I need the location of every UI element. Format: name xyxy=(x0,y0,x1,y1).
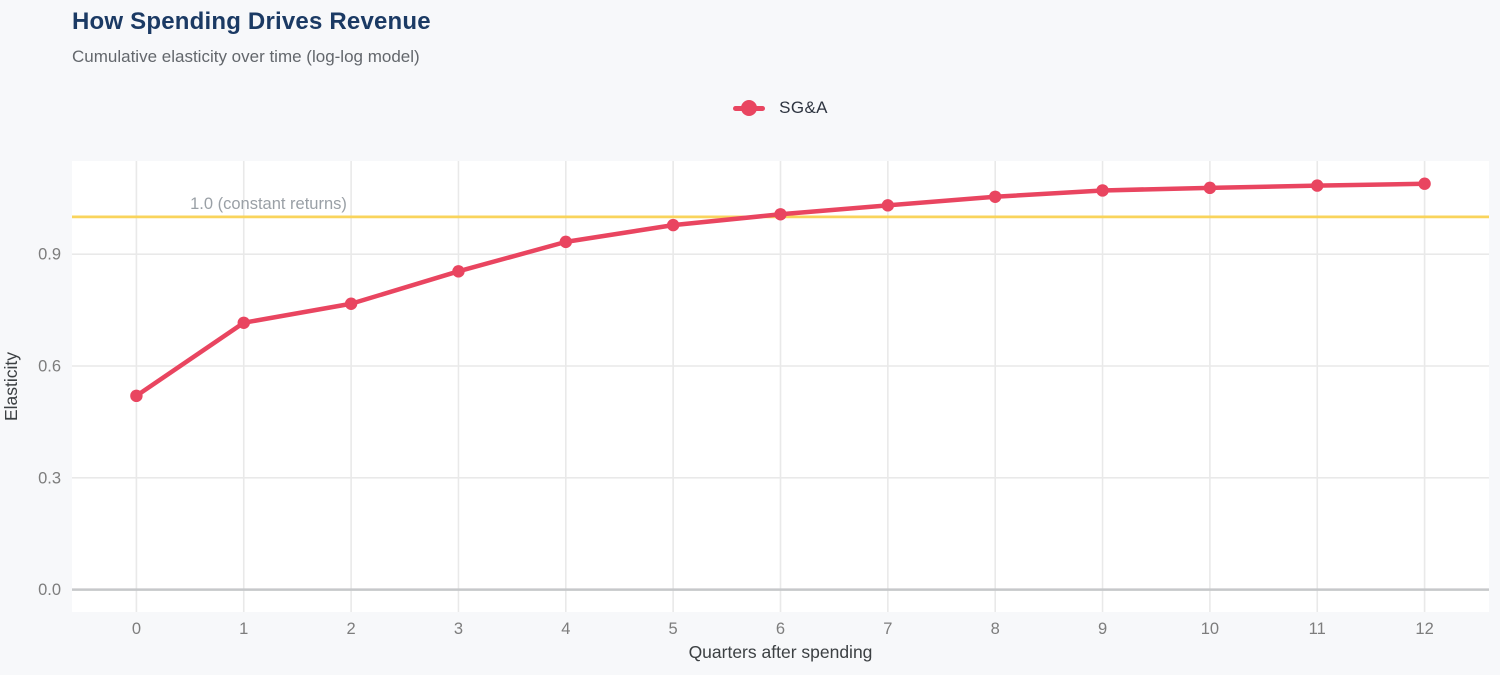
page-subtitle: Cumulative elasticity over time (log-log… xyxy=(72,47,420,66)
data-point[interactable] xyxy=(452,265,465,278)
y-tick-label: 0.3 xyxy=(38,469,61,487)
data-point[interactable] xyxy=(1418,177,1431,190)
x-tick-label: 10 xyxy=(1201,620,1219,638)
legend: SG&A xyxy=(72,98,1489,118)
legend-item-label: SG&A xyxy=(779,98,828,117)
data-point[interactable] xyxy=(344,297,358,310)
data-point[interactable] xyxy=(559,235,573,249)
x-tick-label: 12 xyxy=(1415,620,1433,638)
x-tick-label: 0 xyxy=(132,620,141,638)
x-tick-label: 1 xyxy=(239,620,248,638)
y-tick-label: 0.6 xyxy=(38,358,61,376)
x-tick-label: 4 xyxy=(561,620,570,638)
x-axis-title: Quarters after spending xyxy=(689,642,873,662)
data-point[interactable] xyxy=(1096,184,1109,197)
data-point[interactable] xyxy=(666,218,680,232)
reference-annotation: 1.0 (constant returns) xyxy=(190,195,347,213)
data-point[interactable] xyxy=(774,208,787,221)
x-tick-label: 8 xyxy=(991,620,1000,638)
x-tick-label: 7 xyxy=(883,620,892,638)
data-point[interactable] xyxy=(988,190,1002,203)
x-tick-label: 2 xyxy=(347,620,356,638)
x-tick-label: 6 xyxy=(776,620,785,638)
x-tick-label: 5 xyxy=(669,620,678,638)
data-point[interactable] xyxy=(1311,179,1324,192)
data-point[interactable] xyxy=(237,316,250,329)
y-tick-label: 0.9 xyxy=(38,246,61,264)
legend-line-marker-icon xyxy=(733,100,766,116)
legend-dot-icon xyxy=(741,100,758,116)
y-tick-label: 0.0 xyxy=(38,581,61,599)
data-point[interactable] xyxy=(130,389,143,403)
x-tick-label: 9 xyxy=(1098,620,1107,638)
page-title: How Spending Drives Revenue xyxy=(72,8,431,35)
data-point[interactable] xyxy=(1203,181,1217,195)
data-point[interactable] xyxy=(881,199,895,212)
x-tick-label: 11 xyxy=(1309,620,1326,638)
legend-item-sga[interactable]: SG&A xyxy=(733,98,828,118)
y-axis-title: Elasticity xyxy=(1,352,21,421)
x-tick-label: 3 xyxy=(454,620,463,638)
